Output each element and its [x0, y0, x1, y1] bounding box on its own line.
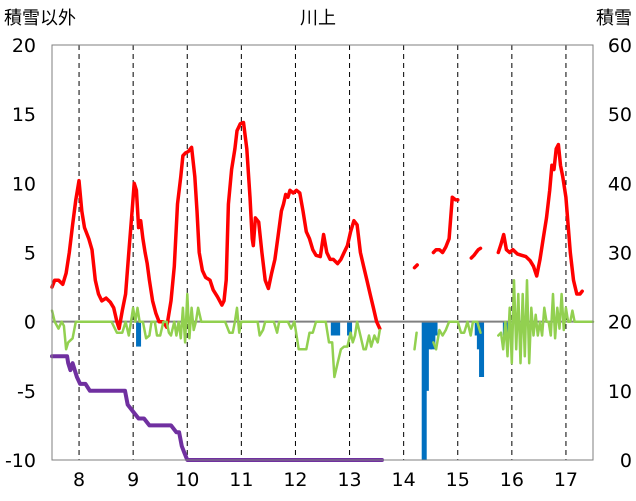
left-axis-label: 積雪以外	[4, 8, 76, 29]
temperature-line	[431, 195, 460, 255]
temperature-line	[469, 246, 483, 260]
x-tick-label: 12	[283, 469, 307, 491]
temperature-line	[496, 142, 584, 296]
left-y-tick-label: -10	[5, 450, 36, 472]
temperature-line	[412, 263, 419, 270]
precipitation-bar	[479, 321, 485, 377]
chart-title: 川上	[300, 8, 336, 29]
precipitation-bar	[335, 321, 341, 336]
x-axis-ticks: 8 9 10 11 12 13 14 15 16 17	[73, 469, 578, 491]
x-tick-label: 14	[392, 469, 416, 491]
right-y-tick-label: 40	[608, 173, 632, 195]
snow_depth-line	[50, 354, 384, 462]
precipitation-bar	[136, 321, 142, 347]
wind-line	[497, 278, 595, 365]
left-y-tick-label: 10	[12, 173, 36, 195]
left-y-tick-label: -5	[17, 381, 36, 403]
right-y-tick-label: 50	[608, 104, 632, 126]
right-axis-label: 積雪	[596, 8, 632, 29]
precipitation-bar	[432, 321, 438, 336]
right-axis-ticks: 60 50 40 30 20 10 0	[608, 35, 632, 472]
left-axis-ticks: 20 15 10 5 0 -5 -10	[5, 35, 36, 472]
x-tick-label: 9	[127, 469, 139, 491]
precipitation-bar	[347, 321, 353, 336]
x-tick-label: 15	[446, 469, 470, 491]
x-tick-label: 16	[500, 469, 524, 491]
plot-frame	[51, 44, 594, 461]
wind-line	[50, 292, 382, 379]
right-y-tick-label: 10	[608, 381, 632, 403]
right-y-tick-label: 0	[620, 450, 632, 472]
temperature-line	[50, 120, 382, 331]
left-y-tick-label: 5	[24, 243, 36, 265]
wind-line	[413, 331, 418, 351]
series-lines	[50, 120, 595, 462]
right-y-tick-label: 30	[608, 243, 632, 265]
precipitation-bar	[427, 321, 433, 350]
left-y-tick-label: 15	[12, 104, 36, 126]
left-y-tick-label: 20	[12, 35, 36, 57]
wind-line	[432, 320, 482, 351]
right-y-tick-label: 20	[608, 312, 632, 334]
precipitation-bar	[330, 321, 336, 336]
x-tick-label: 13	[337, 469, 361, 491]
precipitation-bar	[423, 321, 429, 391]
x-tick-label: 11	[229, 469, 253, 491]
x-tick-label: 10	[175, 469, 199, 491]
x-tick-label: 8	[73, 469, 85, 491]
left-y-tick-label: 0	[24, 312, 36, 334]
x-tick-label: 17	[554, 469, 578, 491]
right-y-tick-label: 60	[608, 35, 632, 57]
